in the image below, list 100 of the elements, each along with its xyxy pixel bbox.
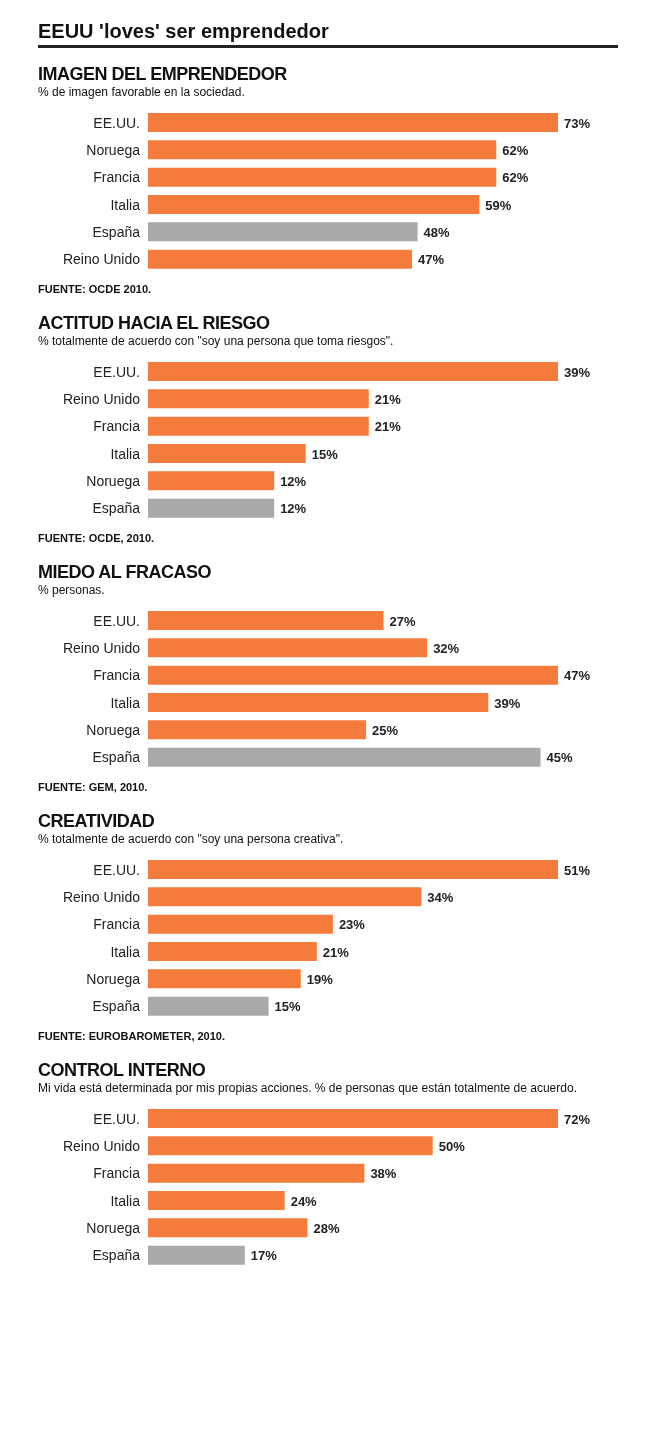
- y-tick-label: EE.UU.: [93, 1110, 140, 1127]
- bar: [148, 887, 422, 907]
- data-label: 17%: [250, 1248, 278, 1264]
- bar: [148, 222, 418, 242]
- y-tick-label: Italia: [110, 1192, 141, 1209]
- chart-subtitle: % totalmente de acuerdo con "soy una persona creativa".: [38, 832, 345, 846]
- data-label: 12%: [280, 501, 307, 517]
- data-label: 72%: [564, 1111, 591, 1127]
- data-label: 39%: [564, 364, 591, 380]
- bar: [148, 471, 275, 491]
- bar: [148, 140, 497, 160]
- bar: [148, 638, 428, 658]
- data-label: 45%: [546, 750, 574, 766]
- y-tick-label: España: [92, 1247, 141, 1264]
- y-tick-label: Reino Unido: [62, 390, 141, 407]
- data-label: 28%: [313, 1220, 340, 1236]
- source-note: FUENTE: OCDE, 2010.: [38, 532, 156, 544]
- chart-title: CREATIVIDAD: [38, 811, 156, 832]
- chart-title: MIEDO AL FRACASO: [38, 562, 212, 583]
- bar: [148, 1136, 433, 1156]
- bar: [148, 167, 497, 187]
- data-label: 32%: [433, 640, 460, 656]
- y-tick-label: Francia: [93, 667, 141, 684]
- y-tick-label: Noruega: [86, 1219, 141, 1236]
- data-label: 51%: [564, 862, 591, 878]
- bar: [148, 611, 384, 630]
- data-label: 21%: [374, 419, 402, 435]
- bar: [148, 969, 301, 989]
- chart-subtitle: % personas.: [38, 583, 106, 597]
- data-label: 21%: [374, 391, 402, 407]
- bar: [148, 113, 558, 132]
- bar: [148, 1245, 245, 1265]
- data-label: 19%: [306, 971, 334, 987]
- bar: [148, 249, 412, 269]
- y-tick-label: Francia: [93, 418, 141, 435]
- bar: [148, 389, 369, 409]
- data-label: 47%: [564, 668, 591, 684]
- data-label: 59%: [485, 197, 512, 213]
- y-tick-label: Italia: [110, 694, 141, 711]
- y-tick-label: Francia: [93, 1165, 141, 1182]
- bar: [148, 1191, 285, 1210]
- data-label: 15%: [311, 446, 339, 462]
- bar: [148, 747, 541, 767]
- chart-subtitle: % de imagen favorable en la sociedad.: [38, 85, 246, 99]
- y-tick-label: España: [92, 998, 141, 1015]
- y-tick-label: Noruega: [86, 472, 141, 489]
- y-tick-label: Reino Unido: [62, 1137, 141, 1154]
- bar: [148, 1218, 308, 1238]
- source-note: FUENTE: GEM, 2010.: [38, 781, 149, 793]
- bar: [148, 195, 480, 214]
- data-label: 27%: [389, 613, 416, 629]
- bar: [148, 1163, 365, 1183]
- data-label: 21%: [322, 944, 350, 960]
- data-label: 62%: [502, 170, 529, 186]
- bar: [148, 693, 489, 712]
- data-label: 25%: [372, 722, 399, 738]
- data-label: 47%: [417, 252, 445, 268]
- text: EEUU 'loves' ser emprendedor: [38, 20, 618, 48]
- bar: [148, 416, 369, 436]
- y-tick-label: Italia: [110, 196, 141, 213]
- bar: [148, 362, 558, 381]
- bar: [148, 860, 558, 879]
- bar: [148, 720, 367, 740]
- bar: [148, 444, 306, 463]
- y-tick-label: Italia: [110, 445, 141, 462]
- data-label: 73%: [564, 115, 591, 131]
- y-tick-label: Francia: [93, 169, 141, 186]
- data-label: 50%: [438, 1138, 466, 1154]
- bar: [148, 665, 558, 685]
- bar: [148, 942, 317, 961]
- y-tick-label: Italia: [110, 943, 141, 960]
- y-tick-label: EE.UU.: [93, 861, 140, 878]
- data-label: 62%: [502, 142, 529, 158]
- chart-subtitle: Mi vida está determinada por mis propias acciones. % de personas que están totalmente de acuerdo.: [38, 1081, 578, 1095]
- y-tick-label: Reino Unido: [62, 888, 141, 905]
- data-label: 24%: [290, 1193, 318, 1209]
- chart-title: ACTITUD HACIA EL RIESGO: [38, 313, 271, 334]
- bar: [148, 914, 333, 934]
- data-label: 48%: [423, 224, 451, 240]
- data-label: 12%: [280, 473, 307, 489]
- chart-title: CONTROL INTERNO: [38, 1060, 207, 1081]
- bar: [148, 498, 275, 518]
- source-note: FUENTE: OCDE 2010.: [38, 283, 153, 295]
- y-tick-label: EE.UU.: [93, 363, 140, 380]
- data-label: 23%: [338, 917, 366, 933]
- source-note: FUENTE: EUROBAROMETER, 2010.: [38, 1030, 227, 1042]
- y-tick-label: España: [92, 500, 141, 517]
- data-label: 34%: [427, 889, 454, 905]
- y-tick-label: Noruega: [86, 721, 141, 738]
- y-tick-label: Noruega: [86, 970, 141, 987]
- chart-title: IMAGEN DEL EMPRENDEDOR: [38, 64, 288, 85]
- data-label: 15%: [274, 999, 302, 1015]
- y-tick-label: España: [92, 749, 141, 766]
- y-tick-label: España: [92, 223, 141, 240]
- data-label: 38%: [370, 1166, 397, 1182]
- chart-subtitle: % totalmente de acuerdo con "soy una persona que toma riesgos".: [38, 334, 395, 348]
- y-tick-label: Noruega: [86, 141, 141, 158]
- y-tick-label: Reino Unido: [62, 639, 141, 656]
- bar: [148, 996, 269, 1016]
- y-tick-label: EE.UU.: [93, 612, 140, 629]
